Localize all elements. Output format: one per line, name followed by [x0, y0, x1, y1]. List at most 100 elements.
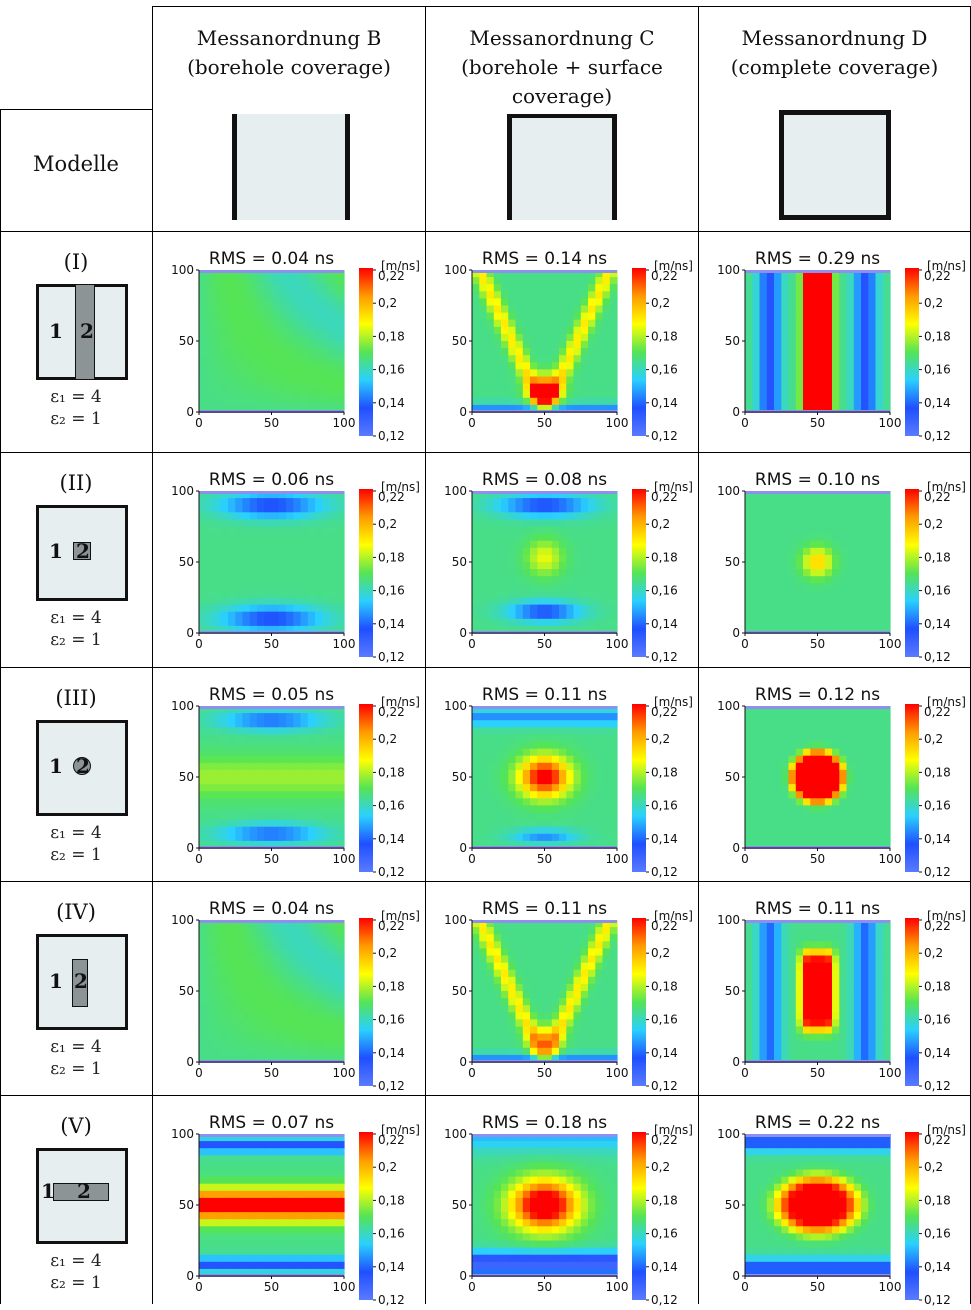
- velocity-cell: [214, 1019, 222, 1027]
- velocity-cell: [537, 562, 545, 570]
- velocity-cell: [301, 590, 309, 598]
- velocity-cell: [818, 306, 826, 314]
- velocity-cell: [883, 348, 891, 356]
- velocity-cell: [752, 963, 760, 971]
- velocity-cell: [603, 941, 611, 949]
- rms-label: RMS = 0.14 ns: [482, 249, 607, 269]
- velocity-cell: [760, 770, 768, 778]
- colorbar-tick-label: 0,14: [378, 1046, 405, 1060]
- velocity-cell: [760, 576, 768, 584]
- velocity-cell: [322, 362, 330, 370]
- velocity-cell: [832, 355, 840, 363]
- velocity-cell: [559, 562, 567, 570]
- velocity-cell: [861, 605, 869, 613]
- velocity-cell: [847, 534, 855, 542]
- velocity-cell: [221, 791, 229, 799]
- velocity-cell: [552, 505, 560, 513]
- y-tick-label: 50: [725, 334, 740, 348]
- velocity-cell: [588, 749, 596, 757]
- velocity-cell: [574, 284, 582, 292]
- velocity-cell: [214, 377, 222, 385]
- velocity-cell: [530, 555, 538, 563]
- velocity-cell: [228, 827, 236, 835]
- velocity-cell: [214, 1012, 222, 1020]
- velocity-cell: [243, 512, 251, 520]
- velocity-cell: [293, 1041, 301, 1049]
- velocity-cell: [810, 948, 818, 956]
- velocity-cell: [552, 348, 560, 356]
- velocity-cell: [214, 619, 222, 627]
- velocity-cell: [595, 555, 603, 563]
- velocity-cell: [308, 534, 316, 542]
- velocity-cell: [214, 756, 222, 764]
- velocity-cell: [610, 369, 618, 377]
- velocity-cell: [868, 777, 876, 785]
- velocity-cell: [257, 391, 265, 399]
- velocity-cell: [228, 984, 236, 992]
- velocity-cell: [603, 791, 611, 799]
- velocity-cell: [588, 713, 596, 721]
- velocity-cell: [199, 512, 207, 520]
- velocity-cell: [603, 970, 611, 978]
- y-tick-label: 100: [171, 484, 194, 498]
- velocity-cell: [523, 1048, 531, 1056]
- velocity-cell: [781, 784, 789, 792]
- velocity-cell: [494, 512, 502, 520]
- velocity-cell: [250, 512, 258, 520]
- velocity-cell: [272, 798, 280, 806]
- velocity-cell: [752, 277, 760, 285]
- velocity-cell: [854, 813, 862, 821]
- velocity-cell: [818, 498, 826, 506]
- velocity-cell: [566, 813, 574, 821]
- velocity-cell: [530, 384, 538, 392]
- velocity-cell: [854, 770, 862, 778]
- boundary-strip: [472, 920, 617, 923]
- velocity-cell: [537, 977, 545, 985]
- velocity-cell: [810, 834, 818, 842]
- velocity-cell: [250, 727, 258, 735]
- velocity-cell: [523, 298, 531, 306]
- velocity-cell: [199, 727, 207, 735]
- velocity-cell: [206, 984, 214, 992]
- velocity-cell: [472, 998, 480, 1006]
- velocity-cell: [272, 583, 280, 591]
- velocity-cell: [566, 777, 574, 785]
- velocity-cell: [508, 742, 516, 750]
- velocity-cell: [876, 505, 884, 513]
- velocity-cell: [199, 590, 207, 598]
- velocity-cell: [760, 784, 768, 792]
- velocity-cell: [322, 763, 330, 771]
- velocity-cell: [566, 805, 574, 813]
- velocity-cell: [545, 555, 553, 563]
- velocity-cell: [293, 341, 301, 349]
- velocity-cell: [574, 734, 582, 742]
- velocity-cell: [774, 713, 782, 721]
- velocity-cell: [868, 341, 876, 349]
- velocity-cell: [206, 834, 214, 842]
- velocity-cell: [574, 1041, 582, 1049]
- velocity-cell: [308, 734, 316, 742]
- velocity-cell: [293, 284, 301, 292]
- velocity-cell: [545, 298, 553, 306]
- velocity-cell: [479, 605, 487, 613]
- velocity-cell: [308, 527, 316, 535]
- velocity-cell: [322, 284, 330, 292]
- velocity-cell: [839, 341, 847, 349]
- velocity-cell: [839, 798, 847, 806]
- velocity-cell: [308, 813, 316, 821]
- velocity-cell: [588, 612, 596, 620]
- velocity-cell: [825, 770, 833, 778]
- velocity-cell: [752, 398, 760, 406]
- velocity-cell: [330, 348, 338, 356]
- velocity-cell: [566, 963, 574, 971]
- velocity-cell: [581, 519, 589, 527]
- velocity-cell: [243, 541, 251, 549]
- velocity-cell: [603, 298, 611, 306]
- velocity-cell: [221, 749, 229, 757]
- velocity-cell: [854, 327, 862, 335]
- velocity-cell: [322, 956, 330, 964]
- velocity-cell: [603, 605, 611, 613]
- velocity-cell: [479, 377, 487, 385]
